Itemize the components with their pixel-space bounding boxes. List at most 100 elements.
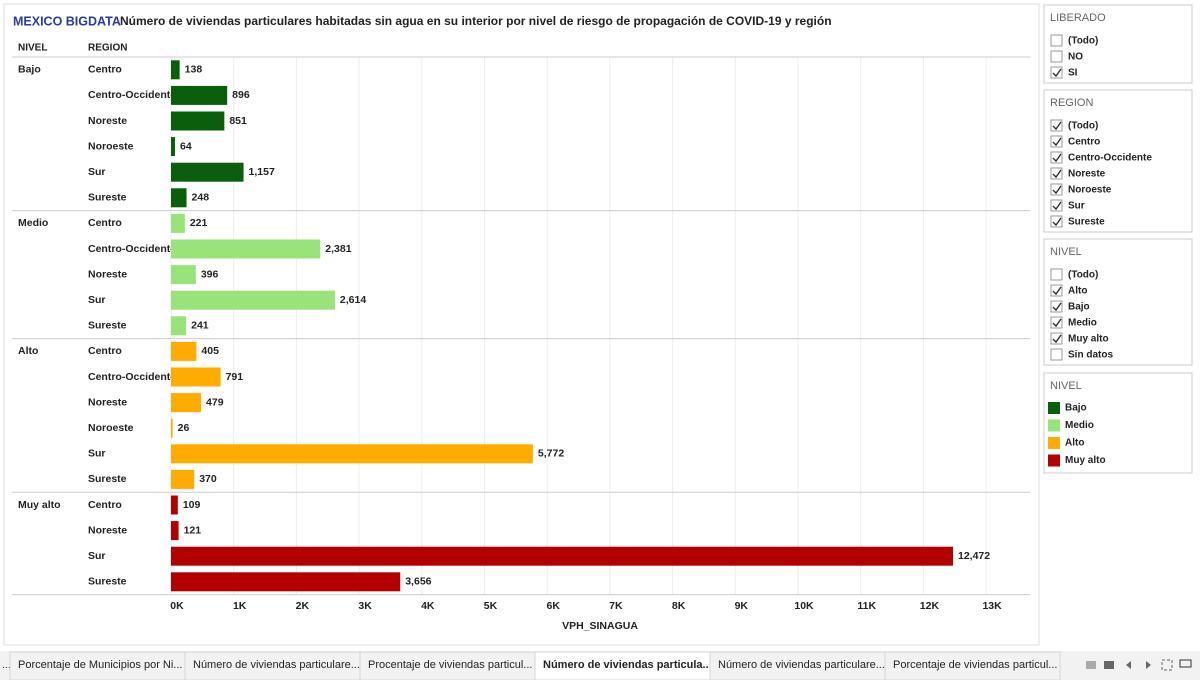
filter-item[interactable]: Medio — [1068, 318, 1097, 329]
checkbox[interactable] — [1050, 183, 1063, 196]
filter-item[interactable]: (Todo) — [1068, 36, 1098, 47]
bar — [171, 85, 228, 105]
checkbox[interactable] — [1050, 268, 1063, 281]
bar — [171, 111, 225, 131]
checkbox[interactable] — [1050, 332, 1063, 345]
x-tick-label: 12K — [920, 600, 940, 612]
category-label: Sureste — [88, 576, 127, 588]
group-label: Muy alto — [18, 499, 61, 511]
checkbox[interactable] — [1050, 199, 1063, 212]
tab[interactable] — [9, 651, 186, 680]
tab-label[interactable]: Procentaje de viviendas particul... — [368, 659, 532, 671]
icon[interactable] — [1179, 659, 1192, 668]
checkbox[interactable] — [1050, 300, 1063, 313]
filter-item[interactable]: Centro — [1068, 137, 1100, 148]
filter-item[interactable]: Sin datos — [1068, 350, 1113, 361]
tab[interactable] — [534, 651, 711, 680]
category-label: Noreste — [88, 115, 127, 127]
value-label: 221 — [190, 217, 208, 229]
bar — [171, 444, 533, 464]
category-label: Centro — [88, 499, 122, 511]
x-tick-label: 9K — [735, 600, 749, 612]
filter-item[interactable]: (Todo) — [1068, 270, 1098, 281]
checkbox[interactable] — [1050, 119, 1063, 132]
checkbox[interactable] — [1050, 348, 1063, 361]
category-label: Noreste — [88, 524, 127, 536]
bar — [171, 418, 173, 438]
checkbox[interactable] — [1050, 215, 1063, 228]
x-tick-label: 5K — [484, 600, 498, 612]
tab-overflow[interactable]: ... — [2, 659, 11, 671]
tab-label[interactable]: Número de viviendas particulare... — [193, 659, 360, 671]
icon[interactable] — [1146, 661, 1151, 669]
x-tick-label: 6K — [546, 600, 560, 612]
icon[interactable] — [1086, 661, 1096, 669]
filter-item[interactable]: Noreste — [1068, 169, 1106, 180]
value-label: 12,472 — [958, 550, 990, 562]
filter-title: REGION — [1050, 97, 1093, 109]
filter-item[interactable]: (Todo) — [1068, 121, 1098, 132]
legend-swatch — [1048, 419, 1060, 432]
tab-label[interactable]: Número de viviendas particulare... — [718, 659, 885, 671]
value-label: 405 — [201, 345, 219, 357]
checkbox[interactable] — [1050, 167, 1063, 180]
category-label: Sureste — [88, 320, 127, 332]
category-label: Sur — [88, 448, 106, 460]
checkmark — [1052, 137, 1062, 147]
filter-title: LIBERADO — [1050, 12, 1106, 24]
value-label: 26 — [178, 422, 190, 434]
icon[interactable] — [1161, 659, 1173, 671]
icon[interactable] — [1104, 661, 1114, 669]
filter-item[interactable]: Muy alto — [1068, 334, 1109, 345]
icon[interactable] — [1126, 661, 1131, 669]
category-label: Noroeste — [88, 422, 134, 434]
bar — [171, 393, 202, 413]
filter-item[interactable]: Bajo — [1068, 302, 1090, 313]
filter-item[interactable]: NO — [1068, 52, 1083, 63]
category-label: Centro — [88, 217, 122, 229]
brand: MEXICO BIGDATA — [13, 14, 121, 28]
filter-item[interactable]: Centro-Occidente — [1068, 153, 1152, 164]
tab[interactable] — [359, 651, 536, 680]
checkbox[interactable] — [1050, 34, 1063, 47]
value-label: 396 — [201, 268, 219, 280]
group-label: Alto — [18, 345, 38, 357]
bar — [171, 495, 178, 515]
bar — [171, 213, 185, 233]
filter-item[interactable]: SI — [1068, 68, 1078, 79]
value-label: 121 — [184, 524, 202, 536]
checkbox[interactable] — [1050, 284, 1063, 297]
tab[interactable] — [884, 651, 1061, 680]
checkbox[interactable] — [1050, 316, 1063, 329]
bar — [171, 60, 180, 80]
filter-item[interactable]: Sur — [1068, 201, 1085, 212]
filter-panel — [1043, 4, 1193, 84]
checkbox[interactable] — [1050, 151, 1063, 164]
bar — [171, 162, 244, 182]
checkbox[interactable] — [1050, 50, 1063, 63]
bar — [171, 367, 221, 387]
legend-label: Muy alto — [1065, 455, 1106, 466]
filter-item[interactable]: Noroeste — [1068, 185, 1112, 196]
tab-label[interactable]: Porcentaje de Municipios por Ni... — [18, 659, 182, 671]
row-header: NIVEL — [18, 43, 47, 54]
value-label: 370 — [199, 473, 217, 485]
checkmark — [1052, 217, 1062, 227]
bar — [171, 290, 335, 310]
filter-item[interactable]: Sureste — [1068, 217, 1105, 228]
checkbox[interactable] — [1050, 135, 1063, 148]
x-tick-label: 7K — [609, 600, 623, 612]
category-label: Centro-Occidente — [88, 371, 176, 383]
filter-item[interactable]: Alto — [1068, 286, 1087, 297]
checkbox[interactable] — [1050, 66, 1063, 79]
bar — [171, 137, 176, 157]
filter-title: NIVEL — [1050, 246, 1082, 258]
x-tick-label: 8K — [672, 600, 686, 612]
tab-label[interactable]: Número de viviendas particula... — [543, 659, 712, 671]
x-tick-label: 11K — [857, 600, 876, 612]
tab-label[interactable]: Porcentaje de viviendas particul... — [893, 659, 1057, 671]
checkmark — [1052, 334, 1062, 344]
tab[interactable] — [184, 651, 361, 680]
x-tick-label: 4K — [421, 600, 435, 612]
category-label: Centro-Occidente — [88, 89, 176, 101]
